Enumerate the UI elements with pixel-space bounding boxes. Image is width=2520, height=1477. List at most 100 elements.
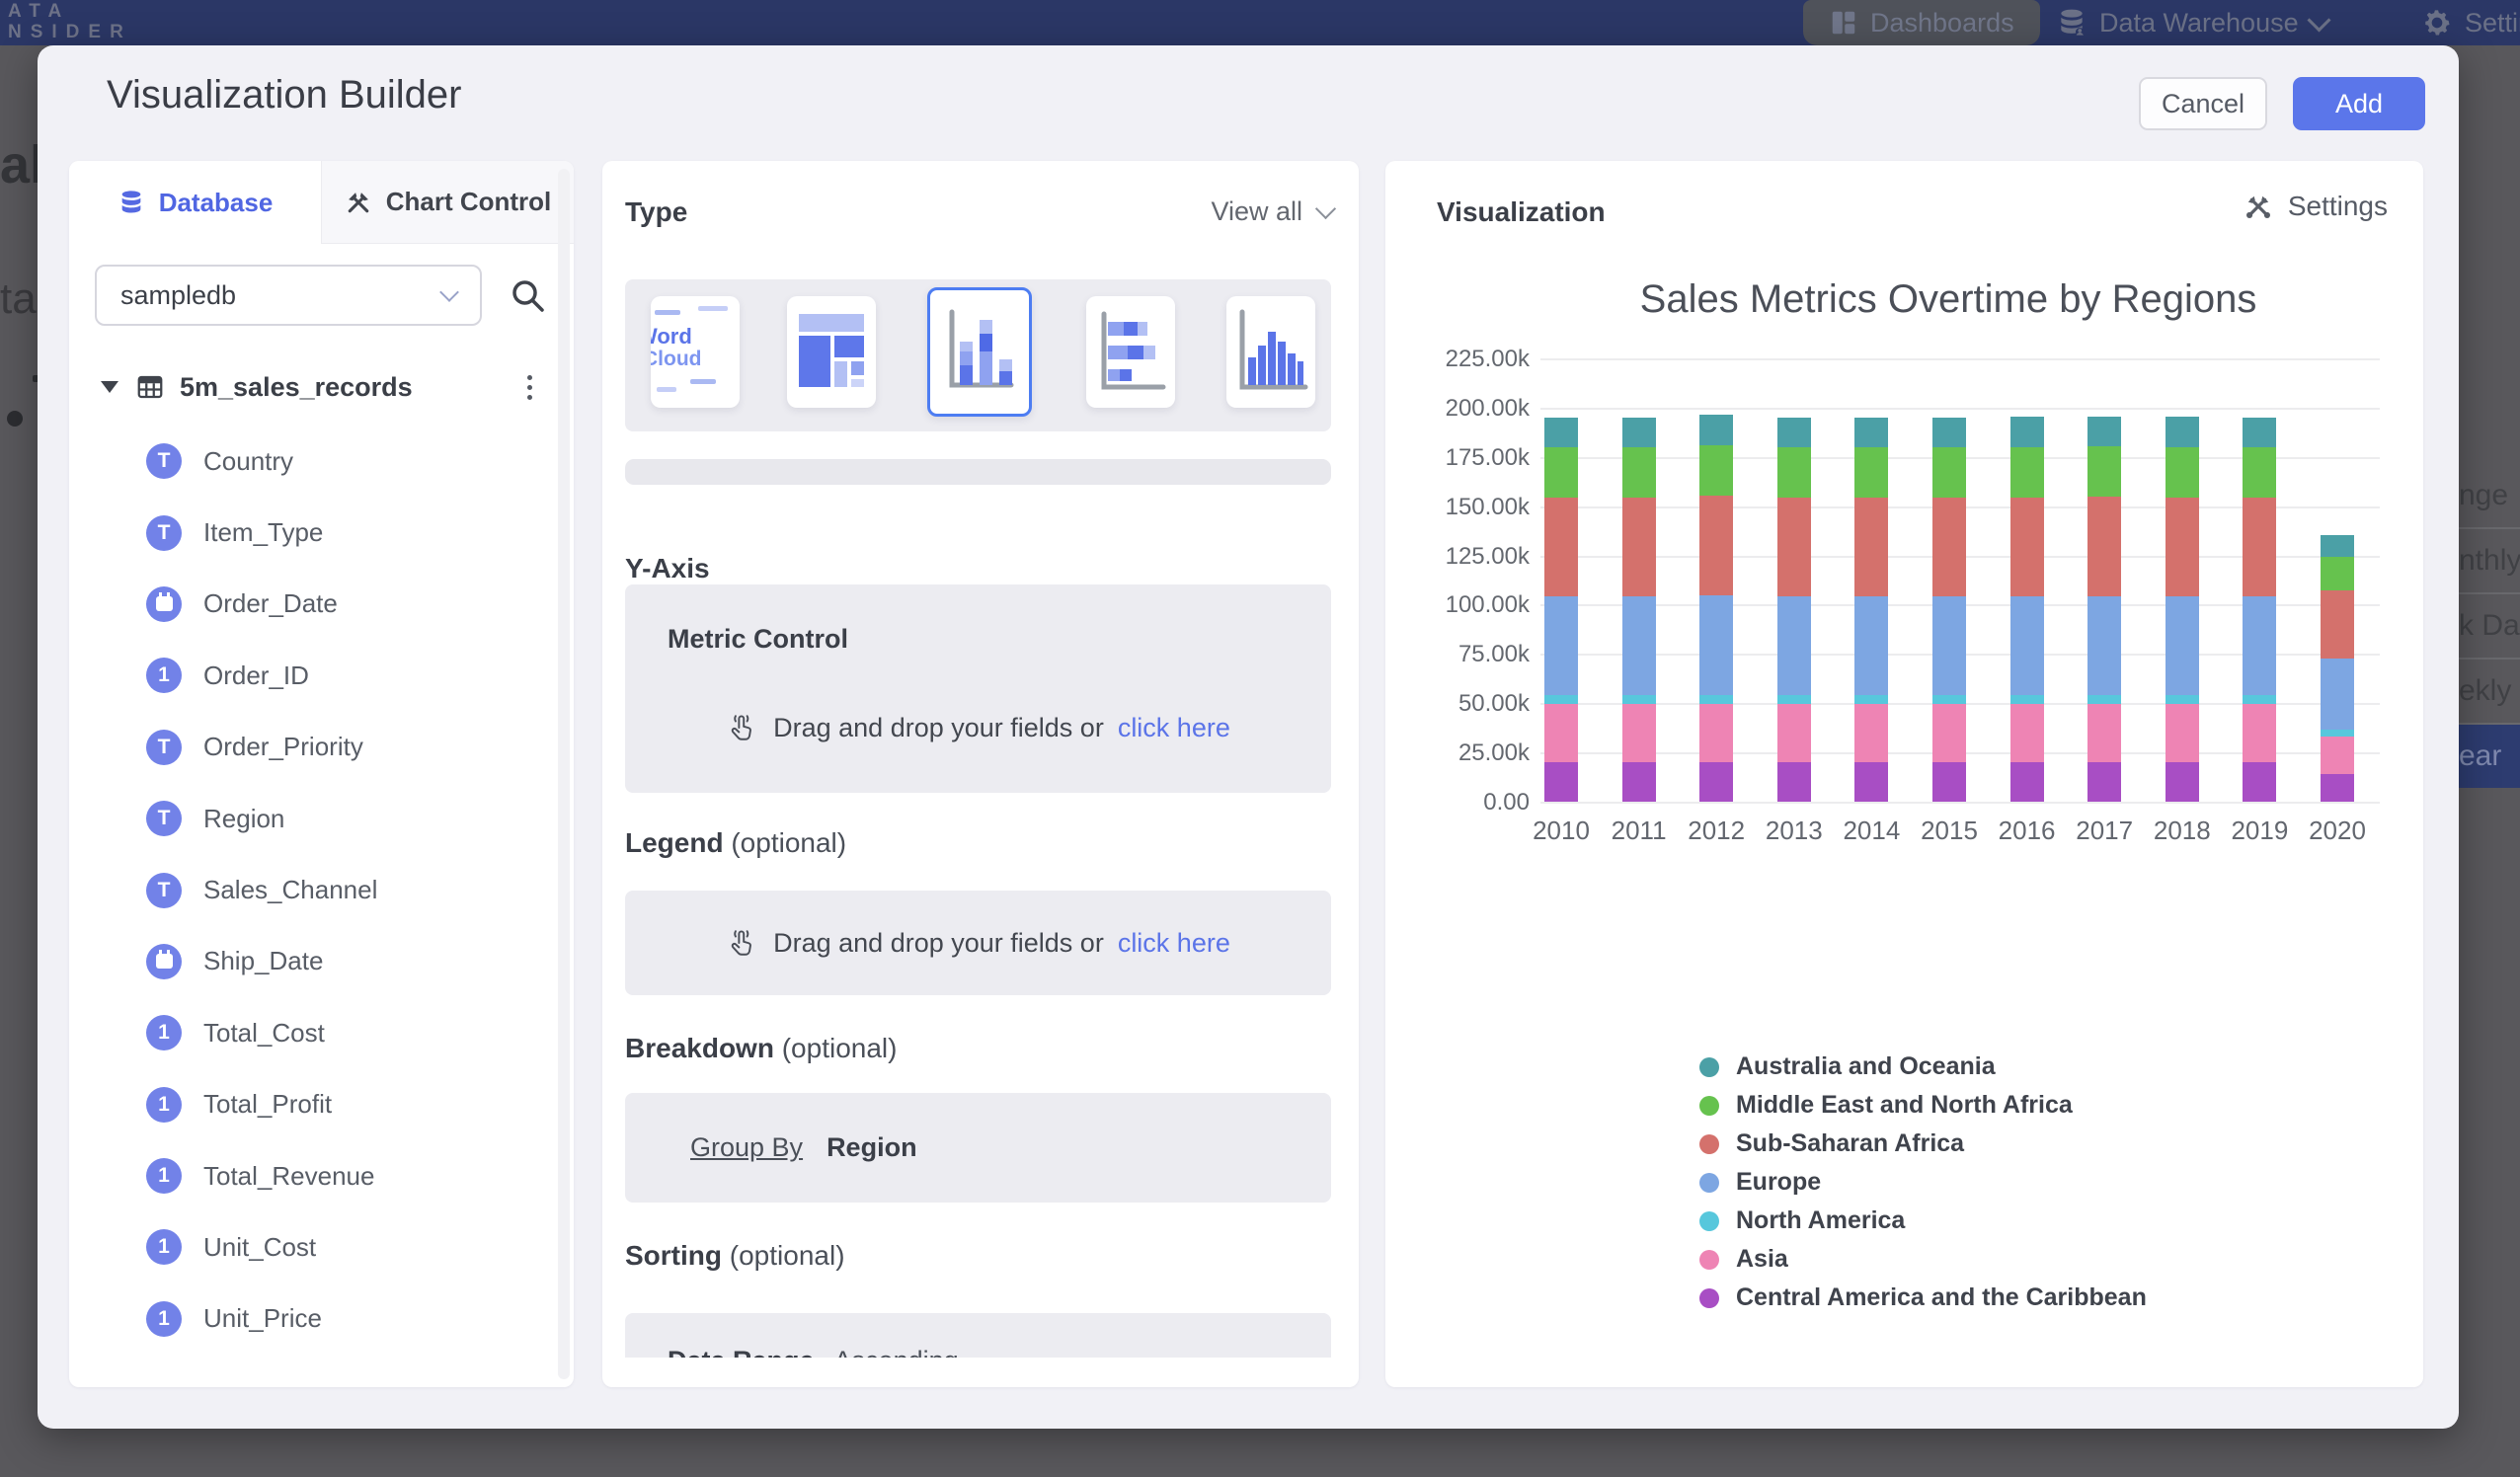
bar-segment[interactable] xyxy=(2010,695,2044,704)
sorting-direction[interactable]: Ascending xyxy=(834,1346,959,1358)
field-row-order_id[interactable]: 1Order_ID xyxy=(69,640,574,711)
bar-segment[interactable] xyxy=(2243,704,2276,762)
group-by-value[interactable]: Region xyxy=(827,1132,917,1163)
visualization-settings-button[interactable]: Settings xyxy=(2243,191,2388,222)
metric-click-here-link[interactable]: click here xyxy=(1118,713,1230,743)
bar-segment[interactable] xyxy=(2010,447,2044,498)
breakdown-box[interactable]: Group By Region xyxy=(625,1093,1331,1203)
caret-down-icon[interactable] xyxy=(101,381,118,393)
field-row-total_cost[interactable]: 1Total_Cost xyxy=(69,997,574,1068)
bar-segment[interactable] xyxy=(2010,417,2044,447)
legend-item[interactable]: Sub-Saharan Africa xyxy=(1699,1131,2147,1156)
bar-segment[interactable] xyxy=(2087,762,2121,802)
type-card-stacked-column-selected[interactable] xyxy=(927,287,1032,417)
bar-segment[interactable] xyxy=(2010,498,2044,596)
legend-item[interactable]: North America xyxy=(1699,1208,2147,1233)
bar-segment[interactable] xyxy=(1932,498,1966,596)
field-row-item_type[interactable]: TItem_Type xyxy=(69,497,574,568)
legend-item[interactable]: Middle East and North Africa xyxy=(1699,1093,2147,1118)
bar-segment[interactable] xyxy=(1932,418,1966,447)
table-tree-item[interactable]: 5m_sales_records xyxy=(69,363,574,411)
bar-segment[interactable] xyxy=(1777,704,1811,762)
bar-segment[interactable] xyxy=(2087,695,2121,704)
bar-segment[interactable] xyxy=(1854,447,1888,498)
bar-segment[interactable] xyxy=(1777,498,1811,596)
nav-data-warehouse[interactable]: Data Warehouse xyxy=(2056,0,2327,45)
bar-segment[interactable] xyxy=(2166,762,2199,802)
bar-segment[interactable] xyxy=(1622,695,1656,704)
type-card-word-cloud[interactable]: Word Cloud xyxy=(651,296,740,408)
bar-segment[interactable] xyxy=(2166,695,2199,704)
bar-segment[interactable] xyxy=(1777,762,1811,802)
bar-segment[interactable] xyxy=(2010,596,2044,696)
bar-segment[interactable] xyxy=(2087,417,2121,446)
bar-segment[interactable] xyxy=(2166,447,2199,498)
bar-segment[interactable] xyxy=(1544,596,1578,696)
field-row-ship_date[interactable]: Ship_Date xyxy=(69,926,574,997)
bar-segment[interactable] xyxy=(1777,596,1811,696)
legend-dropzone[interactable]: Drag and drop your fields or click here xyxy=(625,891,1331,995)
bar-segment[interactable] xyxy=(2010,762,2044,802)
legend-item[interactable]: Asia xyxy=(1699,1247,2147,1272)
bar-segment[interactable] xyxy=(2087,497,2121,596)
field-row-total_revenue[interactable]: 1Total_Revenue xyxy=(69,1140,574,1211)
field-row-unit_price[interactable]: 1Unit_Price xyxy=(69,1283,574,1355)
field-row-order_date[interactable]: Order_Date xyxy=(69,569,574,640)
sorting-box-clipped[interactable]: Data Range Ascending xyxy=(625,1313,1331,1358)
bar-segment[interactable] xyxy=(2166,596,2199,696)
legend-item[interactable]: Australia and Oceania xyxy=(1699,1054,2147,1079)
bar-segment[interactable] xyxy=(2243,762,2276,802)
type-card-treemap[interactable] xyxy=(787,296,876,408)
legend-click-here-link[interactable]: click here xyxy=(1118,928,1230,959)
bar-segment[interactable] xyxy=(2243,418,2276,447)
bar-segment[interactable] xyxy=(1699,704,1733,762)
bar-segment[interactable] xyxy=(1544,695,1578,704)
bar-segment[interactable] xyxy=(2321,590,2354,660)
add-button[interactable]: Add xyxy=(2293,77,2425,130)
bar-segment[interactable] xyxy=(2321,557,2354,590)
bar-segment[interactable] xyxy=(1699,762,1733,802)
bar-segment[interactable] xyxy=(1544,447,1578,498)
bar-segment[interactable] xyxy=(2321,774,2354,802)
chart-type-scrollbar[interactable] xyxy=(625,459,1331,485)
legend-item[interactable]: Central America and the Caribbean xyxy=(1699,1285,2147,1310)
metric-control-dropzone[interactable]: Metric Control Drag and drop your fields… xyxy=(625,584,1331,793)
left-panel-scrollbar[interactable] xyxy=(558,169,570,1379)
table-menu-button[interactable] xyxy=(527,375,532,400)
bar-segment[interactable] xyxy=(1932,704,1966,762)
bar-segment[interactable] xyxy=(2087,446,2121,497)
field-row-sales_channel[interactable]: TSales_Channel xyxy=(69,854,574,925)
bar-segment[interactable] xyxy=(1854,762,1888,802)
bar-segment[interactable] xyxy=(1622,498,1656,596)
bar-segment[interactable] xyxy=(1699,695,1733,704)
database-select[interactable]: sampledb xyxy=(95,265,482,326)
bar-segment[interactable] xyxy=(2166,704,2199,762)
bar-segment[interactable] xyxy=(2010,704,2044,762)
nav-settings[interactable]: Settings xyxy=(2421,0,2520,45)
bar-segment[interactable] xyxy=(1622,762,1656,802)
field-row-order_priority[interactable]: TOrder_Priority xyxy=(69,712,574,783)
bar-segment[interactable] xyxy=(1622,418,1656,447)
bar-segment[interactable] xyxy=(1544,762,1578,802)
bar-segment[interactable] xyxy=(1854,704,1888,762)
bar-segment[interactable] xyxy=(1932,695,1966,704)
bar-segment[interactable] xyxy=(2087,704,2121,762)
bar-segment[interactable] xyxy=(1854,418,1888,447)
cancel-button[interactable]: Cancel xyxy=(2139,77,2267,130)
bar-segment[interactable] xyxy=(2087,596,2121,696)
field-row-region[interactable]: TRegion xyxy=(69,783,574,854)
type-card-stacked-bar[interactable] xyxy=(1086,296,1175,408)
bar-segment[interactable] xyxy=(2166,417,2199,447)
type-card-column[interactable] xyxy=(1226,296,1315,408)
view-all-dropdown[interactable]: View all xyxy=(1211,196,1333,227)
tab-database[interactable]: Database xyxy=(69,161,321,244)
legend-item[interactable]: Europe xyxy=(1699,1170,2147,1195)
bar-segment[interactable] xyxy=(1932,762,1966,802)
tab-chart-control[interactable]: Chart Control xyxy=(321,161,574,244)
bar-segment[interactable] xyxy=(2166,498,2199,596)
bar-segment[interactable] xyxy=(1622,704,1656,762)
bar-segment[interactable] xyxy=(1699,496,1733,595)
bar-segment[interactable] xyxy=(1932,447,1966,498)
bar-segment[interactable] xyxy=(1699,415,1733,445)
bar-segment[interactable] xyxy=(1777,447,1811,498)
